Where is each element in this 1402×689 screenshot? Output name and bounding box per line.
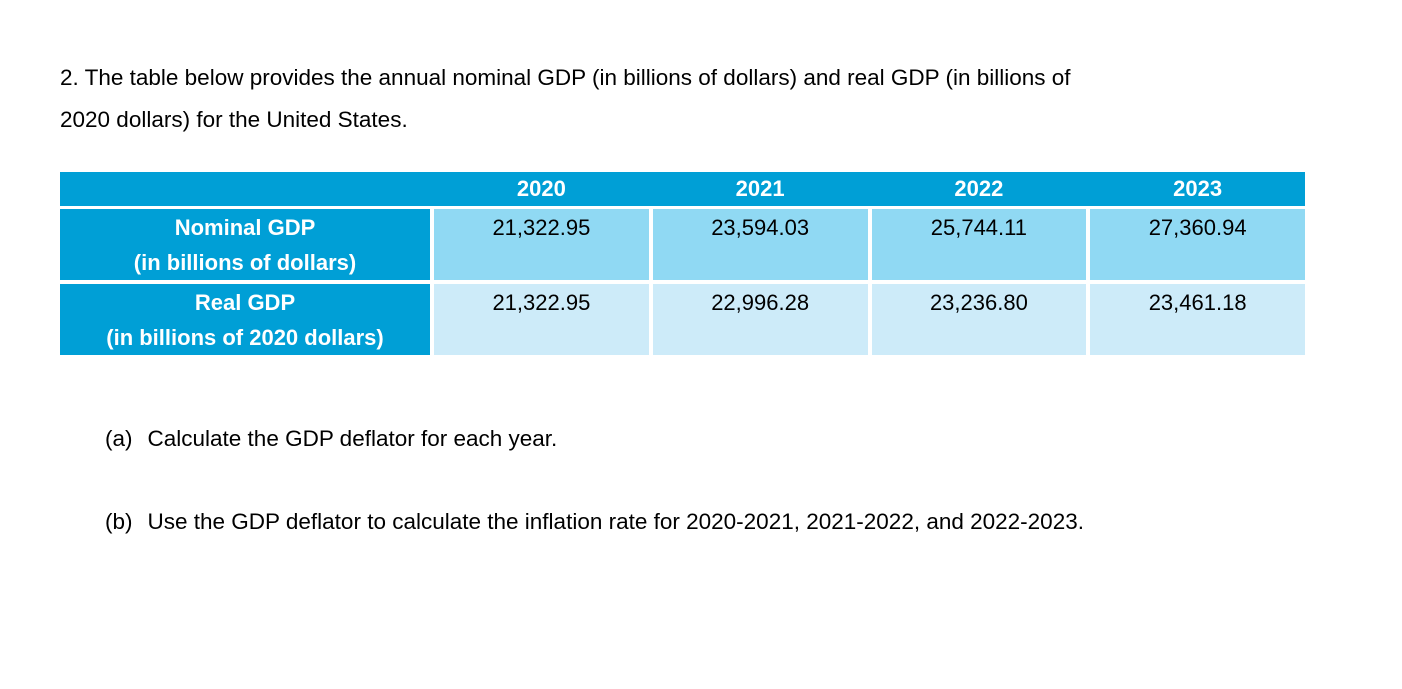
question-b: (b) Use the GDP deflator to calculate th… — [105, 508, 1402, 536]
row-label-real-gdp-line2: (in billions of 2020 dollars) — [106, 324, 384, 350]
row-label-real-gdp: Real GDP (in billions of 2020 dollars) — [60, 284, 430, 355]
table-header-year-2020: 2020 — [516, 176, 566, 201]
question-a-text: Calculate the GDP deflator for each year… — [147, 426, 558, 451]
real-gdp-2020-value: 21,322.95 — [434, 284, 649, 355]
nominal-gdp-2021-value: 23,594.03 — [652, 209, 868, 280]
nominal-gdp-2022-value: 25,744.11 — [871, 209, 1087, 280]
real-gdp-2023-value: 23,461.18 — [1090, 284, 1305, 355]
table-row-real-gdp: Real GDP (in billions of 2020 dollars) 2… — [60, 284, 1305, 355]
table-row-nominal-gdp: Nominal GDP (in billions of dollars) 21,… — [60, 209, 1305, 280]
table-header-spacer — [60, 172, 430, 206]
gdp-table: 2020 2021 2022 2023 Nominal GDP (in bill… — [60, 172, 1305, 355]
table-header-year-2023: 2023 — [1173, 176, 1223, 201]
nominal-gdp-2023-value: 27,360.94 — [1090, 209, 1305, 280]
real-gdp-2021-value: 22,996.28 — [652, 284, 868, 355]
table-header-row: 2020 2021 2022 2023 — [60, 172, 1305, 206]
question-b-marker: (b) — [105, 509, 133, 534]
document-page: 2. The table below provides the annual n… — [0, 57, 1402, 689]
row-label-nominal-gdp-line1: Nominal GDP — [174, 214, 316, 240]
question-b-text: Use the GDP deflator to calculate the in… — [147, 509, 1084, 534]
row-label-nominal-gdp: Nominal GDP (in billions of dollars) — [60, 209, 430, 280]
table-header-year-2021: 2021 — [735, 176, 785, 201]
problem-statement-line-1: 2. The table below provides the annual n… — [60, 65, 1071, 90]
row-label-nominal-gdp-line2: (in billions of dollars) — [133, 249, 357, 275]
table-header-year-2022: 2022 — [954, 176, 1004, 201]
row-label-real-gdp-line1: Real GDP — [194, 289, 296, 315]
question-a: (a) Calculate the GDP deflator for each … — [105, 425, 1402, 453]
question-a-marker: (a) — [105, 426, 133, 451]
real-gdp-2022-value: 23,236.80 — [871, 284, 1087, 355]
nominal-gdp-2020-value: 21,322.95 — [434, 209, 649, 280]
problem-statement: 2. The table below provides the annual n… — [60, 57, 1330, 141]
problem-statement-line-2: 2020 dollars) for the United States. — [60, 107, 408, 132]
